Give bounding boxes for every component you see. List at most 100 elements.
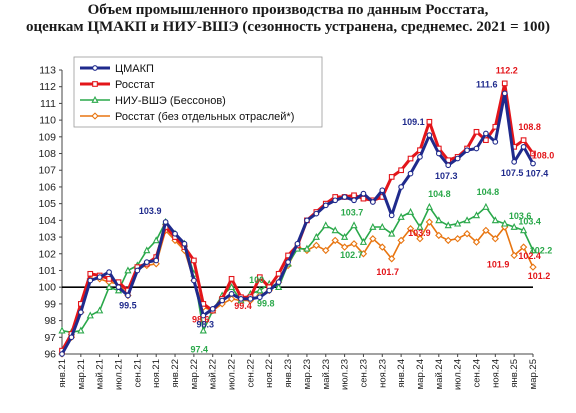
- series-2-point: [256, 274, 263, 281]
- series-1-point: [454, 155, 461, 162]
- x-tick-label: май.24: [434, 359, 445, 389]
- series-3-point: [416, 222, 424, 230]
- series-2-point: [473, 128, 480, 135]
- x-tick-label: янв.24: [396, 359, 407, 388]
- legend-marker-2: [92, 81, 98, 87]
- x-tick-label: мар.23: [302, 359, 313, 389]
- x-tick-label: ноя.22: [264, 359, 275, 388]
- value-annotation: 104.8: [428, 189, 451, 199]
- y-tick-label: 98: [44, 315, 56, 327]
- series-1-point: [304, 217, 310, 224]
- series-1-point: [492, 138, 499, 145]
- chart-title-line-2: оценкам ЦМАКП и НИУ-ВШЭ (сезонность устр…: [26, 19, 550, 35]
- series-2-point: [520, 137, 527, 144]
- series-2-point: [501, 80, 508, 87]
- value-annotation: 99.5: [119, 301, 137, 311]
- x-tick-label: ноя.24: [490, 359, 501, 388]
- value-annotation: 102.2: [530, 245, 553, 255]
- value-annotation: 101.7: [376, 267, 399, 277]
- series-4-point: [444, 236, 452, 245]
- value-annotation: 107.4: [526, 169, 549, 179]
- x-tick-label: янв.22: [170, 359, 181, 388]
- series-1-point: [426, 132, 433, 139]
- series-1-point: [379, 187, 386, 194]
- y-tick-label: 111: [40, 98, 56, 110]
- series-2-point: [530, 150, 536, 157]
- series-4-point: [397, 236, 405, 245]
- series-3-point: [152, 236, 160, 244]
- y-tick-label: 109: [38, 131, 56, 143]
- series-1-point: [219, 297, 225, 304]
- value-annotation: 97.4: [191, 345, 209, 355]
- series-1-point: [398, 184, 404, 190]
- legend-marker-3: [91, 95, 99, 103]
- series-3-point: [463, 216, 471, 224]
- legend-label-2: Росстат: [115, 79, 155, 91]
- series-2-point: [398, 167, 404, 174]
- series-1-point: [407, 170, 414, 177]
- series-4-point: [425, 218, 434, 226]
- series-1-point: [464, 147, 470, 154]
- value-annotation: 109.1: [402, 117, 425, 127]
- series-2-point: [407, 155, 414, 162]
- series-3-point: [58, 326, 66, 334]
- value-annotation: 112.2: [496, 65, 518, 75]
- series-1-point: [501, 90, 508, 97]
- series-3-point: [529, 246, 537, 254]
- value-annotation: 102.7: [340, 250, 363, 260]
- y-tick-label: 112: [39, 81, 56, 93]
- series-4-point: [472, 238, 481, 246]
- chart-title-line-1: Объем промышленного производства по данн…: [87, 2, 489, 18]
- series-1-point: [200, 312, 207, 319]
- value-annotation: 99.4: [234, 301, 252, 311]
- series-3-point: [510, 222, 518, 230]
- y-tick-label: 102: [38, 248, 56, 260]
- series-1-point: [511, 159, 518, 165]
- value-annotation: 108.8: [518, 122, 541, 132]
- series-1-point: [153, 257, 160, 264]
- series-1-point: [294, 240, 301, 247]
- series-1-point: [360, 190, 367, 197]
- value-annotation: 99.8: [257, 299, 275, 309]
- x-tick-label: июл.21: [114, 359, 125, 390]
- series-1-point: [143, 259, 150, 265]
- series-3-line: [61, 206, 534, 334]
- series-lines: [58, 80, 537, 358]
- series-1-point: [247, 296, 254, 302]
- series-1-point: [530, 160, 536, 167]
- series-1-point: [162, 219, 169, 225]
- x-tick-label: сен.23: [358, 359, 369, 388]
- series-3-point: [397, 212, 405, 220]
- legend-label-3: НИУ-ВШЭ (Бессонов): [115, 95, 226, 107]
- series-3-point: [86, 311, 94, 319]
- series-1-point: [483, 130, 489, 137]
- y-tick-label: 106: [38, 181, 56, 193]
- series-4-point: [350, 240, 358, 248]
- series-1-point: [351, 197, 357, 204]
- series-1-point: [228, 291, 235, 297]
- series-2-point: [87, 270, 94, 277]
- value-annotation: 111.6: [476, 79, 498, 89]
- value-annotation: 108.0: [532, 151, 555, 161]
- series-3-point: [312, 232, 320, 240]
- series-3-point: [388, 229, 396, 237]
- legend-marker-1: [92, 65, 98, 71]
- legend-marker-4: [91, 112, 99, 120]
- series-3-point: [322, 221, 330, 229]
- series-2-point: [426, 118, 433, 125]
- x-tick-label: янв.21: [57, 359, 68, 388]
- x-tick-label: май.23: [321, 359, 332, 389]
- x-tick-label: янв.25: [509, 359, 520, 388]
- series-4-point: [519, 243, 528, 251]
- series-1-point: [115, 284, 122, 291]
- series-1-point: [209, 306, 216, 312]
- x-tick-label: ноя.23: [377, 359, 388, 388]
- series-3-point: [369, 222, 377, 230]
- y-tick-label: 113: [39, 65, 56, 77]
- series-3-point: [124, 266, 132, 274]
- series-2-point: [106, 275, 112, 282]
- series-3-point: [378, 222, 386, 230]
- series-3-point: [227, 283, 236, 291]
- series-1-point: [266, 287, 273, 294]
